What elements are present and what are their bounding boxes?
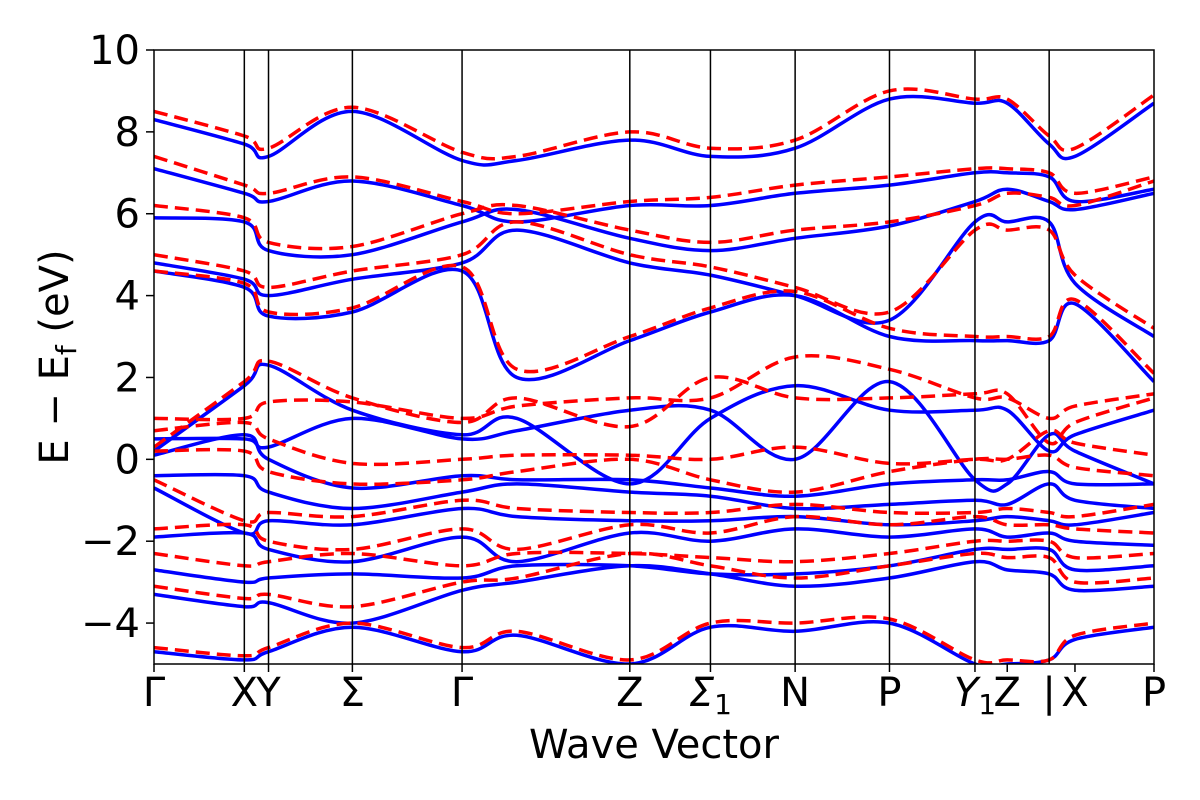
- band-line: [154, 94, 1154, 167]
- band-line: [154, 379, 1154, 493]
- x-tick-label: Z: [616, 670, 643, 716]
- band-line: [154, 267, 1154, 383]
- y-tick-label: −4: [81, 601, 140, 647]
- x-tick-label: N: [780, 670, 810, 716]
- x-tick-label: P: [1142, 670, 1166, 716]
- band-line: [154, 486, 1154, 536]
- band-line: [154, 551, 1154, 609]
- series-1: [154, 87, 1154, 664]
- band-line: [154, 220, 1154, 330]
- x-tick-label: Y: [255, 670, 281, 716]
- y-axis-title-main: E − E: [32, 355, 78, 465]
- y-tick-label: −2: [81, 519, 140, 565]
- band-line: [154, 154, 1154, 216]
- x-axis-title: Wave Vector: [529, 722, 780, 768]
- band-line: [154, 87, 1154, 161]
- x-tick-label: X: [231, 670, 258, 716]
- y-tick-label: 10: [89, 28, 140, 74]
- high-symmetry-lines: [243, 50, 1050, 664]
- band-line: [154, 187, 1154, 259]
- x-tick-label: P: [877, 670, 901, 716]
- x-tick-label: X: [1061, 670, 1088, 716]
- band-line: [154, 179, 1154, 251]
- band-line: [154, 478, 1154, 524]
- band-line: [154, 358, 1154, 449]
- y-tick-label: 4: [115, 274, 140, 320]
- band-line: [154, 167, 1154, 224]
- band-line: [154, 527, 1154, 564]
- band-line: [154, 615, 1154, 664]
- band-line: [154, 433, 1154, 498]
- x-tick-label: Σ: [340, 670, 365, 716]
- y-tick-label: 2: [115, 355, 140, 401]
- band-line: [154, 514, 1154, 552]
- band-line: [154, 546, 1154, 585]
- x-tick-label: Z: [994, 670, 1021, 716]
- plot-frame: [153, 49, 1155, 665]
- y-tick-label: 8: [115, 110, 140, 156]
- x-tick-label: Σ1: [689, 670, 732, 721]
- y-axis-title-subscript: f: [50, 344, 83, 355]
- y-tick-label: 0: [115, 437, 140, 483]
- y-axis-title-unit: (eV): [32, 249, 78, 345]
- x-tick-label: Γ: [143, 670, 166, 716]
- y-axis-ticks: −4 −2 0 2 4 6 8 10: [81, 28, 154, 647]
- band-line: [154, 362, 1154, 486]
- band-line: [154, 354, 1154, 422]
- band-line: [154, 472, 1154, 511]
- y-axis-title: E − Ef (eV): [32, 249, 83, 464]
- band-line: [154, 447, 1154, 494]
- x-tick-label: Y1: [954, 670, 996, 721]
- x-tick-label: Γ: [451, 670, 474, 716]
- band-line: [154, 263, 1154, 375]
- x-axis-ticks: Γ XY Σ Γ Z Σ1 N P Y1Z | X P: [143, 664, 1166, 721]
- x-tick-label: |: [1042, 670, 1055, 716]
- band-line: [154, 420, 1154, 467]
- y-tick-label: 6: [115, 192, 140, 238]
- band-line: [154, 538, 1154, 568]
